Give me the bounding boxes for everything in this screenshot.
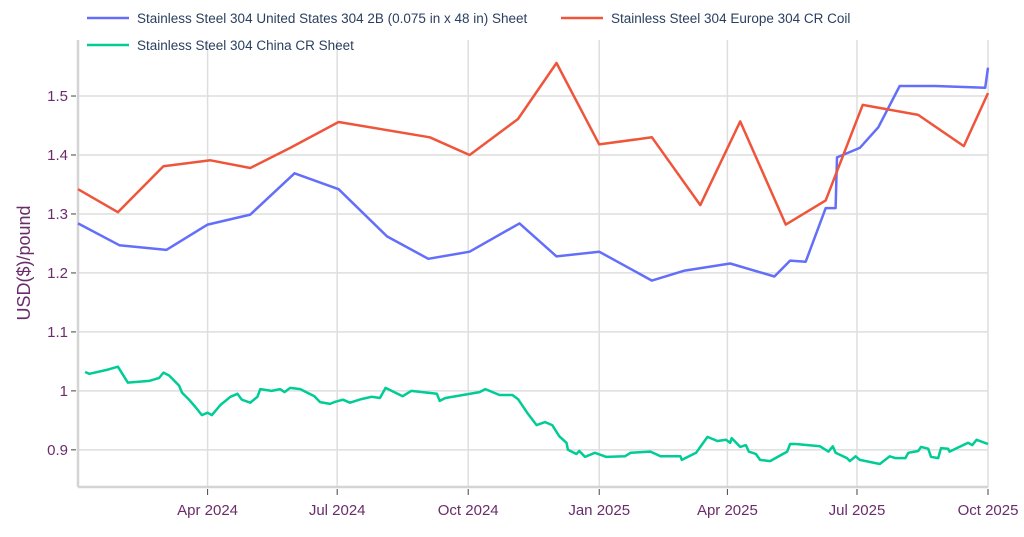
y-tick-label: 1.3: [47, 206, 68, 223]
axes: [71, 40, 989, 495]
x-tick-label: Jul 2024: [309, 502, 366, 519]
y-tick-label: 1.2: [47, 265, 68, 282]
legend[interactable]: Stainless Steel 304 United States 304 2B…: [87, 11, 850, 53]
x-tick-label: Apr 2025: [697, 502, 758, 519]
y-tick-label: 1.1: [47, 324, 68, 341]
legend-item-1[interactable]: Stainless Steel 304 United States 304 2B…: [87, 11, 527, 26]
series-line-1: [77, 67, 990, 282]
y-tick-label: 1.5: [47, 88, 68, 105]
legend-item-3[interactable]: Stainless Steel 304 China CR Sheet: [87, 38, 354, 53]
grid: [78, 40, 989, 487]
x-tick-label: Oct 2024: [438, 502, 499, 519]
x-tick-label: Jan 2025: [568, 502, 630, 519]
legend-label: Stainless Steel 304 China CR Sheet: [137, 38, 354, 53]
x-tick-label: Jul 2025: [829, 502, 886, 519]
tick-labels: 0.9 1 1.1 1.2 1.3 1.4 1.5 Apr 2024 Jul 2024 Oct 2…: [47, 88, 1018, 519]
series-line-2: [77, 61, 990, 226]
y-tick-label: 0.9: [47, 442, 68, 459]
y-tick-label: 1: [60, 383, 68, 400]
x-tick-label: Apr 2024: [177, 502, 238, 519]
legend-label: Stainless Steel 304 Europe 304 CR Coil: [611, 11, 850, 26]
x-tick-label: Oct 2025: [958, 502, 1019, 519]
series-lines: [77, 61, 990, 466]
series-line-3: [84, 365, 989, 466]
y-tick-label: 1.4: [47, 147, 68, 164]
legend-label: Stainless Steel 304 United States 304 2B…: [137, 11, 527, 26]
y-axis-title: USD($)/pound: [14, 205, 34, 320]
legend-item-2[interactable]: Stainless Steel 304 Europe 304 CR Coil: [561, 11, 850, 26]
